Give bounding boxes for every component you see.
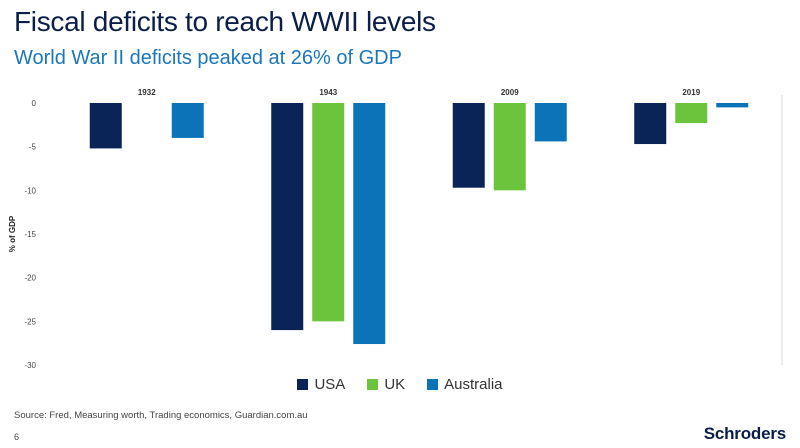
bar-chart: 0 -5 -10 -15 -20 -25 -30 % of GDP 1932 1943 2009 20…: [8, 88, 783, 370]
y-tick-label: -15: [24, 230, 36, 239]
chart-legend: USA UK Australia: [0, 376, 800, 393]
bar-usa-1932: [89, 103, 122, 149]
legend-swatch-australia: [427, 379, 439, 390]
bar-australia-1932: [171, 103, 204, 138]
legend-item-uk: UK: [367, 376, 405, 393]
page-number: 6: [14, 432, 20, 442]
legend-item-australia: Australia: [427, 376, 503, 393]
legend-item-usa: USA: [297, 376, 345, 393]
legend-label-usa: USA: [314, 376, 346, 393]
bar-australia-2009: [534, 103, 567, 142]
legend-swatch-usa: [297, 379, 309, 390]
x-category-label: 2009: [501, 88, 519, 97]
y-axis-label: % of GDP: [8, 215, 17, 252]
bar-australia-2019: [716, 103, 749, 108]
legend-label-uk: UK: [384, 376, 406, 393]
bar-usa-1943: [271, 103, 304, 331]
bar-uk-2009: [493, 103, 526, 191]
y-tick-label: -25: [24, 317, 36, 326]
x-category-label: 2019: [682, 88, 700, 97]
legend-swatch-uk: [367, 379, 379, 390]
bar-usa-2019: [634, 103, 667, 145]
bar-uk-1943: [312, 103, 345, 322]
y-tick-label: -10: [24, 186, 36, 195]
bar-uk-2019: [675, 103, 708, 124]
bar-usa-2009: [452, 103, 485, 188]
y-tick-label: -20: [24, 274, 36, 283]
x-category-label: 1943: [319, 88, 337, 97]
y-tick-label: 0: [32, 99, 37, 108]
source-note: Source: Fred, Measuring worth, Trading e…: [14, 410, 308, 421]
bar-australia-1943: [353, 103, 386, 345]
y-tick-label: -30: [24, 361, 36, 370]
legend-label-australia: Australia: [444, 376, 503, 393]
x-category-label: 1932: [138, 88, 156, 97]
page-title: Fiscal deficits to reach WWII levels: [14, 6, 436, 37]
schroders-logo: Schroders: [703, 424, 786, 443]
y-tick-label: -5: [29, 143, 37, 152]
page-subtitle: World War II deficits peaked at 26% of G…: [14, 47, 402, 69]
